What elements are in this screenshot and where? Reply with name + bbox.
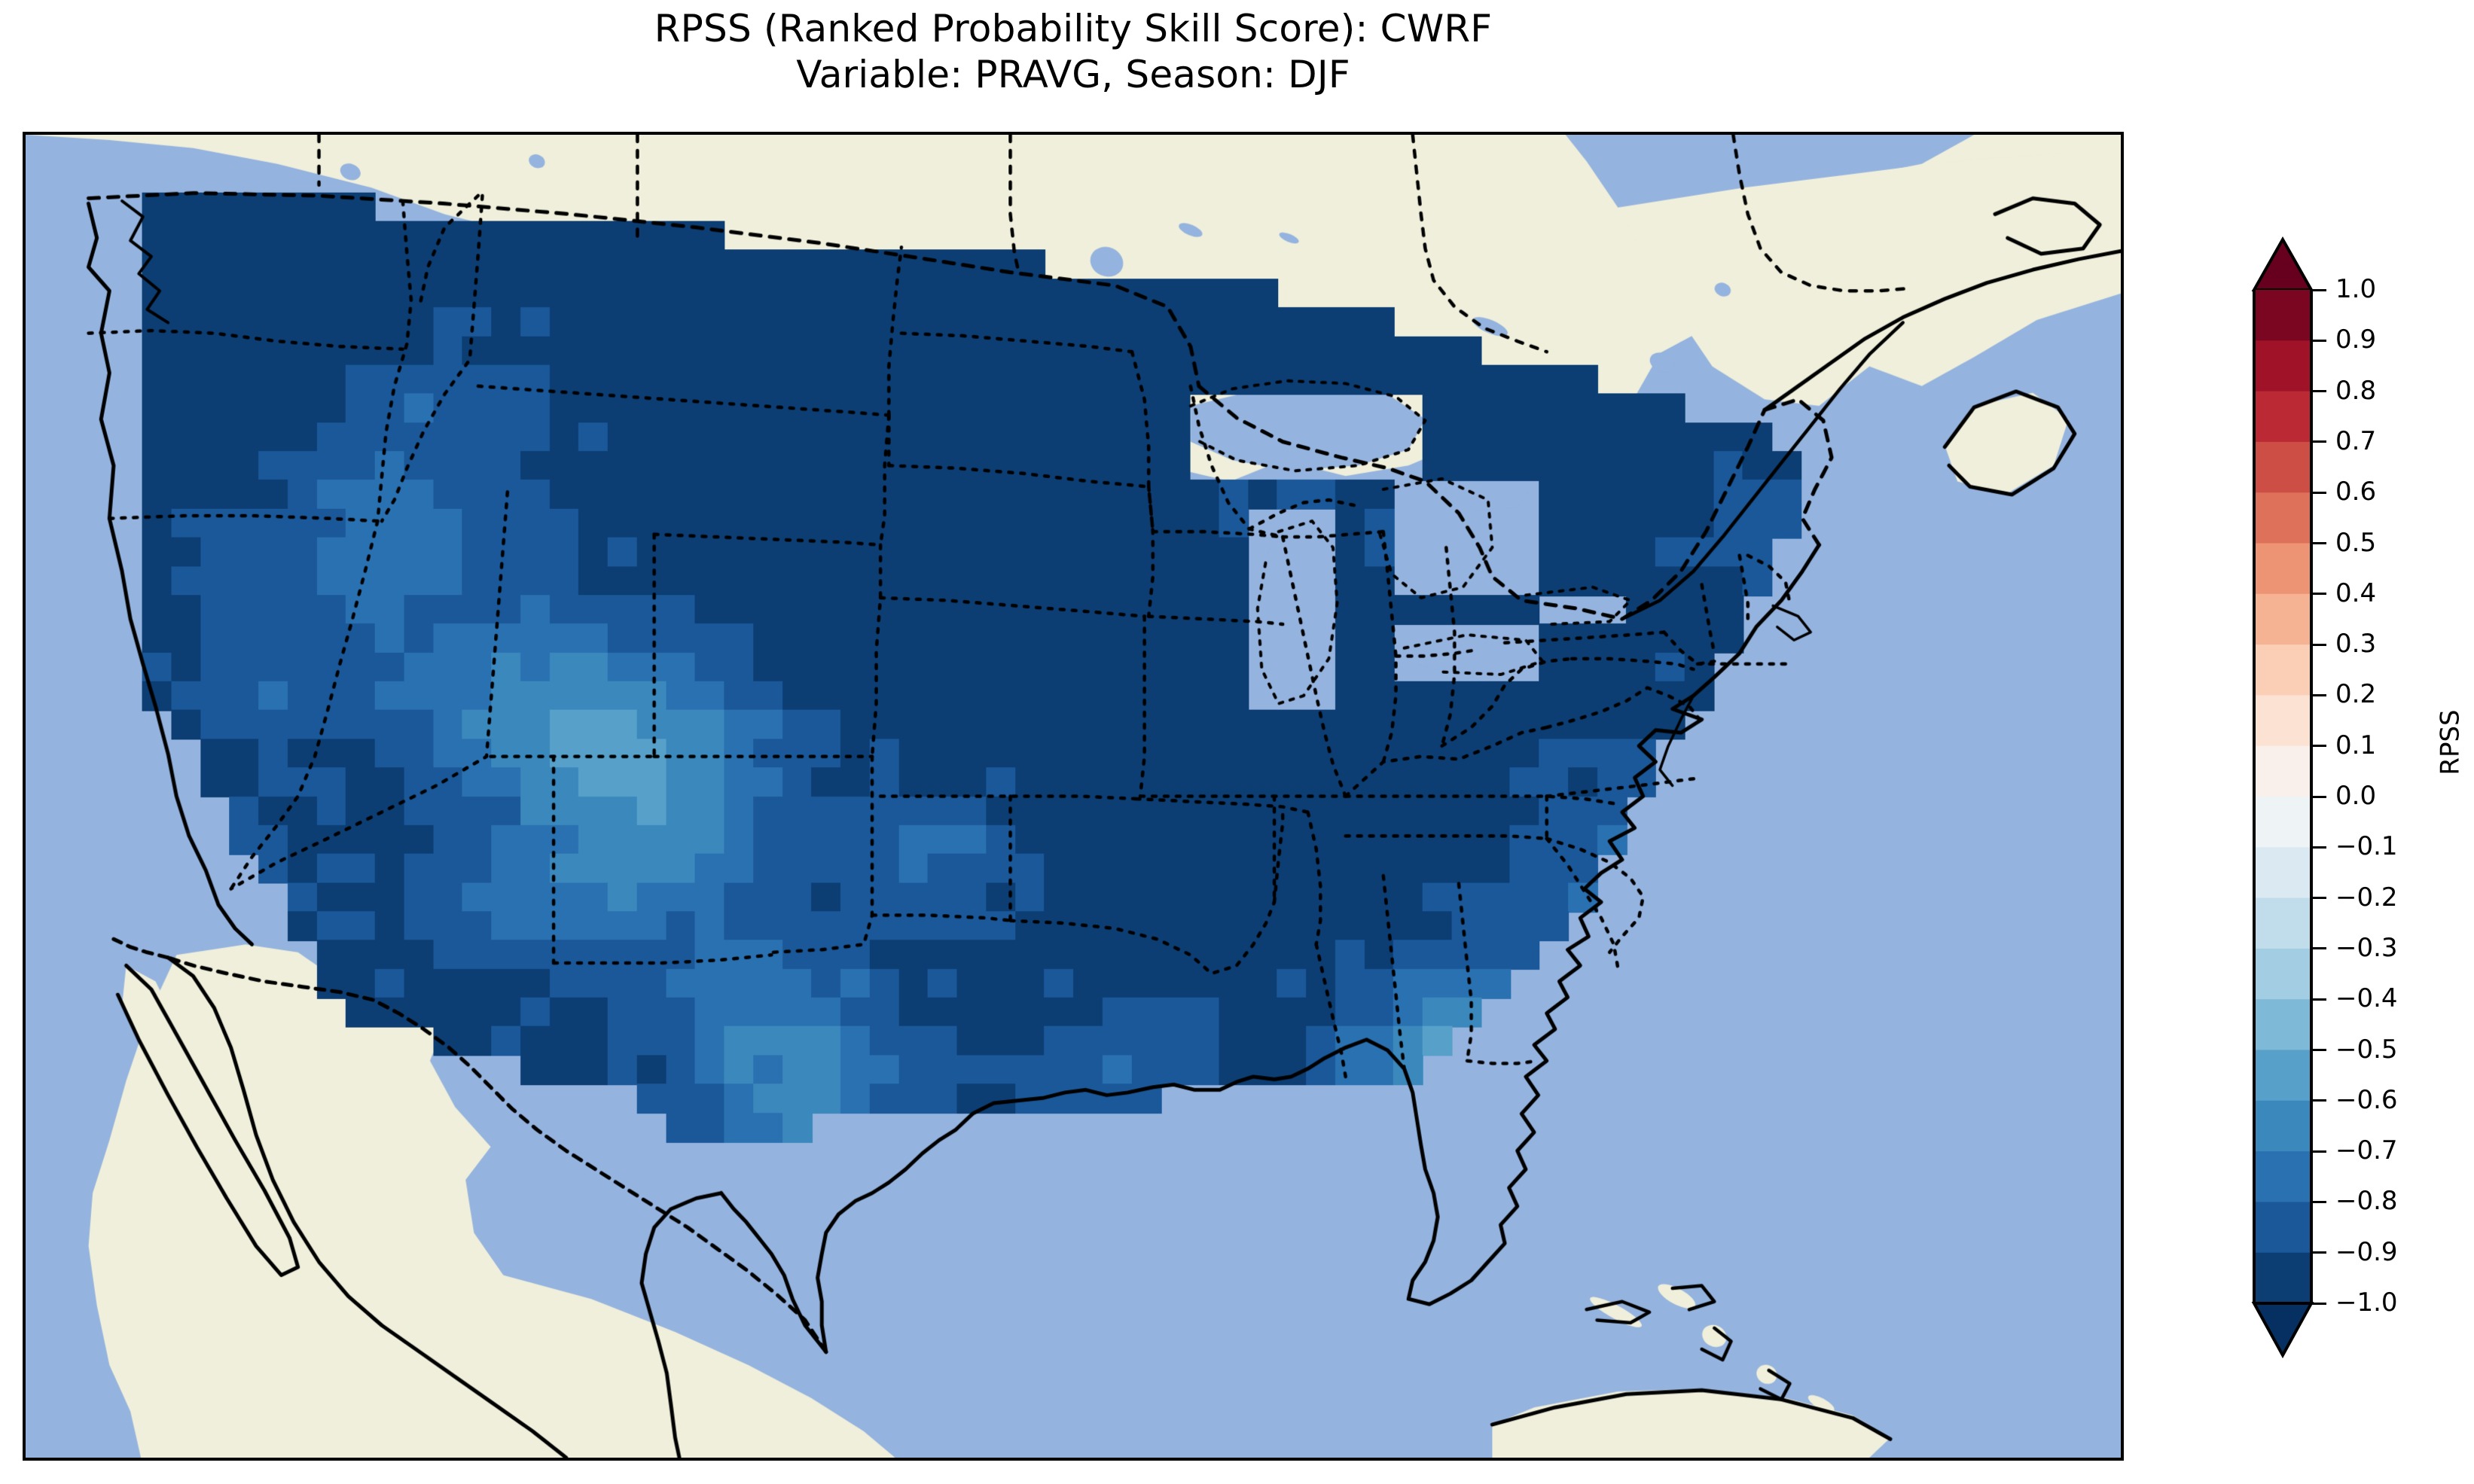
colorbar-label-text: RPSS bbox=[2435, 708, 2466, 776]
tick-mark bbox=[2311, 440, 2326, 443]
tick-label: 0.1 bbox=[2335, 730, 2377, 760]
tick-mark bbox=[2311, 846, 2326, 849]
tick-label: 0.2 bbox=[2335, 679, 2377, 710]
tick-label: −0.4 bbox=[2335, 983, 2398, 1014]
tick-mark bbox=[2311, 998, 2326, 1001]
tick-mark bbox=[2311, 339, 2326, 342]
tick-label: −0.9 bbox=[2335, 1236, 2398, 1267]
tick-label: 0.4 bbox=[2335, 577, 2377, 608]
tick-mark bbox=[2311, 1150, 2326, 1153]
colorbar-axis-label: RPSS bbox=[2418, 0, 2474, 1484]
tick-mark bbox=[2311, 745, 2326, 748]
tick-mark bbox=[2311, 1251, 2326, 1254]
tick-label: 0.3 bbox=[2335, 629, 2377, 660]
tick-mark bbox=[2311, 288, 2326, 291]
tick-mark bbox=[2311, 643, 2326, 646]
colorbar-ticks: 1.0 0.9 0.8 0.7 0.6 0.5 0.4 0.3 0.2 0.1 0.0 −0.1 −0.… bbox=[2311, 239, 2474, 1355]
tick-label: −0.1 bbox=[2335, 831, 2398, 862]
tick-label: 0.8 bbox=[2335, 375, 2377, 406]
tick-label: −0.5 bbox=[2335, 1034, 2398, 1065]
tick-mark bbox=[2311, 1049, 2326, 1051]
tick-label: −0.7 bbox=[2335, 1135, 2398, 1166]
tick-label: 0.5 bbox=[2335, 527, 2377, 558]
tick-mark bbox=[2311, 1302, 2326, 1305]
tick-label: 0.0 bbox=[2335, 781, 2377, 811]
tick-label: 0.6 bbox=[2335, 477, 2377, 507]
tick-label: −0.3 bbox=[2335, 932, 2398, 963]
tick-mark bbox=[2311, 947, 2326, 950]
tick-label: 0.9 bbox=[2335, 325, 2377, 355]
tick-mark bbox=[2311, 542, 2326, 544]
figure-title: RPSS (Ranked Probability Skill Score): C… bbox=[654, 7, 1493, 96]
tick-label: −0.6 bbox=[2335, 1084, 2398, 1115]
tick-mark bbox=[2311, 1200, 2326, 1203]
tick-mark bbox=[2311, 593, 2326, 596]
rpss-heatmap-canvas bbox=[26, 135, 2121, 1458]
colorbar[interactable]: 1.0 0.9 0.8 0.7 0.6 0.5 0.4 0.3 0.2 0.1 0.0 −0.1 −0.… bbox=[2251, 236, 2398, 1359]
tick-label: 1.0 bbox=[2335, 274, 2377, 304]
tick-mark bbox=[2311, 390, 2326, 393]
tick-label: −0.2 bbox=[2335, 882, 2398, 913]
tick-mark bbox=[2311, 491, 2326, 494]
tick-mark bbox=[2311, 693, 2326, 696]
tick-mark bbox=[2311, 795, 2326, 798]
map-axes bbox=[23, 132, 2124, 1461]
tick-mark bbox=[2311, 897, 2326, 900]
colorbar-gradient bbox=[2251, 236, 2314, 1359]
tick-mark bbox=[2311, 1099, 2326, 1102]
tick-label: 0.7 bbox=[2335, 425, 2377, 456]
tick-label: −1.0 bbox=[2335, 1287, 2398, 1318]
tick-label: −0.8 bbox=[2335, 1186, 2398, 1217]
